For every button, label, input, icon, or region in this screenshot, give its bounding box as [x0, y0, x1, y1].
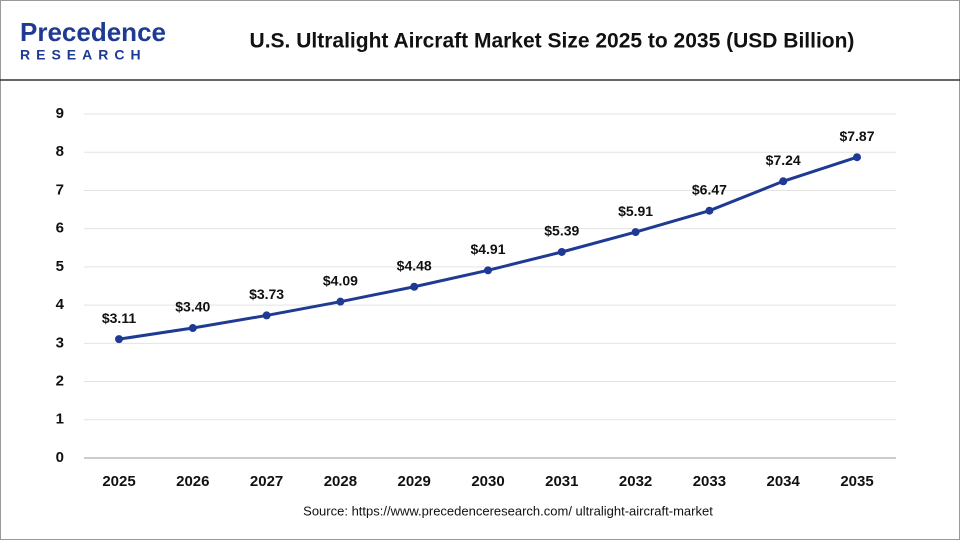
y-tick-label: 7: [56, 181, 64, 198]
chart-title: U.S. Ultralight Aircraft Market Size 202…: [250, 30, 855, 53]
x-tick-label: 2025: [102, 473, 135, 490]
point: [779, 177, 788, 186]
y-tick-label: 6: [56, 220, 64, 237]
value-label: $4.48: [397, 257, 432, 273]
point: [631, 228, 640, 237]
x-tick-label: 2035: [840, 473, 873, 490]
x-tick-label: 2032: [619, 473, 652, 490]
value-label: $7.24: [766, 152, 801, 168]
y-tick-label: 5: [56, 258, 64, 275]
point: [705, 206, 714, 215]
value-label: $7.87: [839, 128, 874, 144]
x-tick-label: 2029: [398, 473, 431, 490]
x-tick-label: 2028: [324, 473, 357, 490]
source: Source: https://www.precedenceresearch.c…: [303, 503, 713, 518]
logo-name: Precedence: [20, 17, 166, 47]
y-tick-label: 4: [56, 296, 65, 313]
value-label: $3.11: [102, 310, 136, 326]
y-tick-label: 3: [56, 334, 64, 351]
x-tick-label: 2027: [250, 473, 283, 490]
x-tick-label: 2031: [545, 473, 578, 490]
point: [336, 297, 345, 306]
y-tick-label: 9: [56, 105, 64, 122]
x-tick-label: 2026: [176, 473, 209, 490]
value-label: $3.40: [175, 299, 210, 315]
y-tick-label: 2: [56, 373, 64, 390]
point: [853, 153, 861, 162]
value-label: $5.39: [544, 223, 579, 239]
y-tick-label: 1: [56, 411, 64, 428]
value-label: $3.73: [249, 286, 284, 302]
point: [484, 266, 492, 275]
x-tick-label: 2030: [471, 473, 504, 490]
point: [410, 282, 419, 291]
value-label: $5.91: [618, 203, 653, 219]
logo-sub: RESEARCH: [20, 47, 147, 63]
x-tick-label: 2034: [767, 473, 801, 490]
point: [557, 247, 566, 256]
point: [262, 311, 271, 320]
y-tick-label: 0: [56, 449, 64, 466]
point: [115, 335, 123, 344]
value-label: $6.47: [692, 181, 727, 197]
value-label: $4.91: [470, 241, 505, 257]
x-tick-label: 2033: [693, 473, 726, 490]
value-label: $4.09: [323, 272, 358, 288]
y-tick-label: 8: [56, 143, 64, 160]
point: [188, 324, 197, 333]
